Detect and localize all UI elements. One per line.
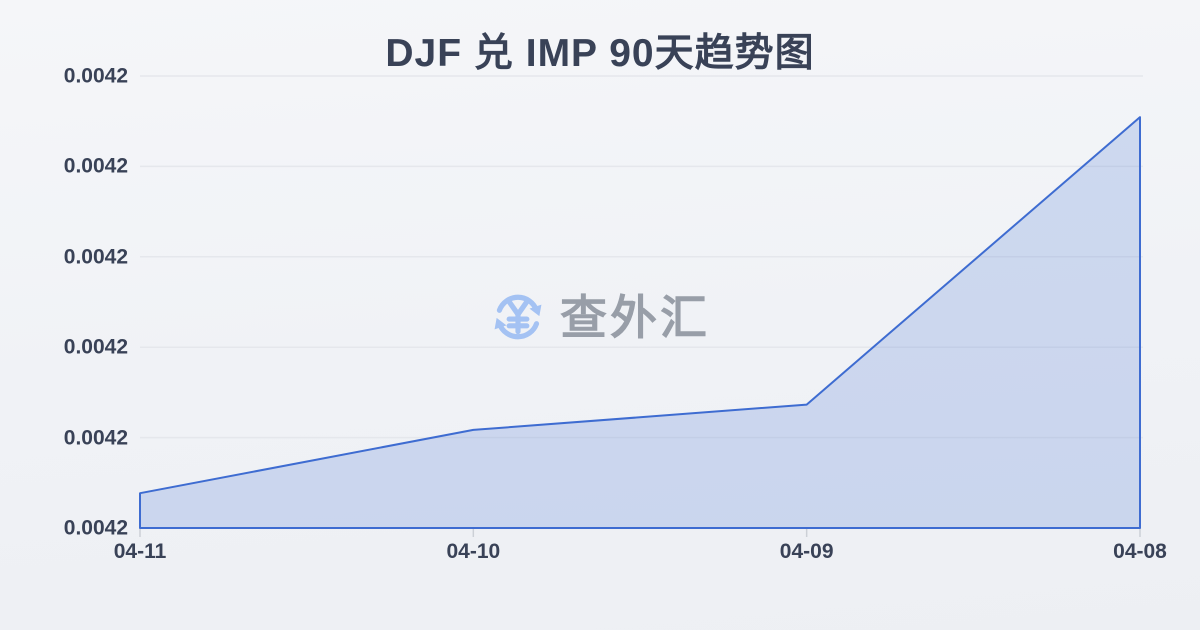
x-tick-label: 04-10	[446, 540, 501, 563]
x-tick-label: 04-11	[113, 540, 167, 563]
chart-title: DJF 兑 IMP 90天趋势图	[385, 32, 815, 75]
x-tick-label: 04-09	[779, 540, 834, 563]
y-tick-label: 0.0042	[63, 426, 128, 450]
trend-area-series	[139, 116, 1141, 529]
y-tick-label: 0.0042	[63, 335, 128, 359]
y-tick-label: 0.0042	[63, 154, 128, 178]
x-tick-label: 04-08	[1113, 540, 1167, 563]
y-tick-label: 0.0042	[63, 245, 128, 269]
y-tick-label: 0.0042	[63, 64, 128, 88]
y-tick-label: 0.0042	[63, 516, 128, 540]
